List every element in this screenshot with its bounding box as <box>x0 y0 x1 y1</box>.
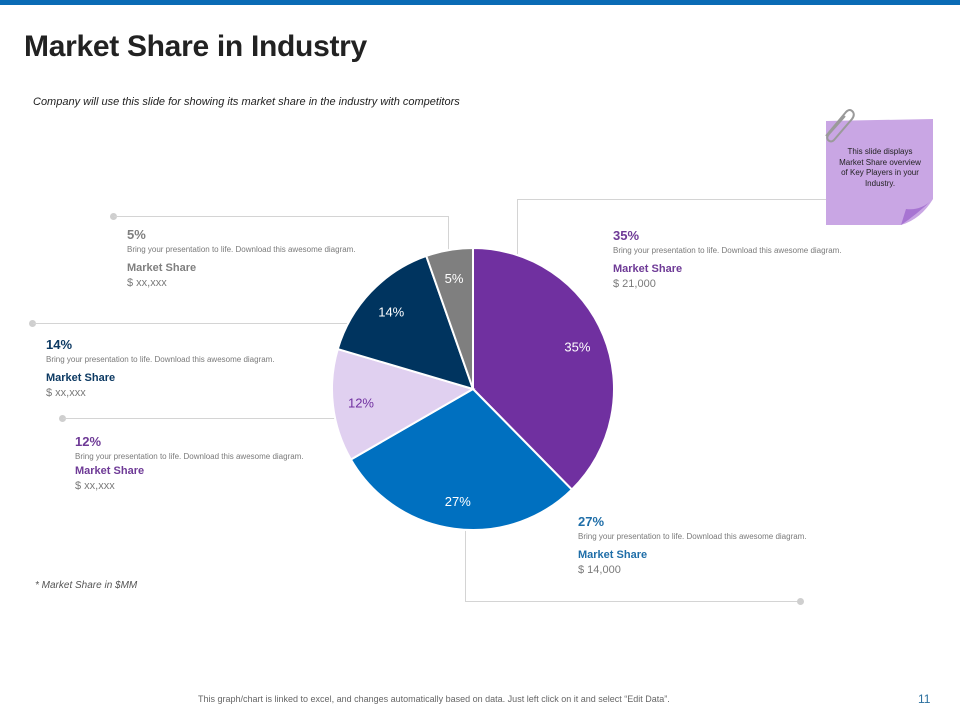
pie-slice-27pct[interactable] <box>349 387 574 531</box>
sticky-note-text: This slide displays Market Share overvie… <box>839 147 921 188</box>
callout-label: Market Share <box>127 262 197 274</box>
connector-dot-14 <box>29 320 36 327</box>
connector-line-35-v <box>517 199 518 255</box>
connector-dot-27 <box>797 598 804 605</box>
connector-dot-12 <box>59 415 66 422</box>
connector-line-12 <box>63 418 335 419</box>
connector-line-5-v <box>448 216 449 250</box>
connector-dot-5 <box>110 213 117 220</box>
callout-value: $ 14,000 <box>578 564 621 576</box>
footer-text: This graph/chart is linked to excel, and… <box>198 694 670 704</box>
connector-line-14 <box>33 323 353 324</box>
callout-pct: 35% <box>613 228 640 243</box>
pie-label: 5% <box>445 271 464 286</box>
sticky-note <box>826 119 933 225</box>
callout-desc: Bring your presentation to life. Downloa… <box>127 245 356 254</box>
callout-value: $ xx,xxx <box>46 387 86 399</box>
pie-slice-14pct[interactable] <box>336 254 475 391</box>
pie-label: 14% <box>378 304 404 319</box>
callout-desc: Bring your presentation to life. Downloa… <box>75 452 304 461</box>
connector-line-5-h <box>114 216 449 217</box>
pie-slice-5pct[interactable] <box>424 246 474 390</box>
pie-label: 27% <box>445 494 471 509</box>
callout-12: 12% Bring your presentation to life. Dow… <box>75 434 304 492</box>
callout-value: $ xx,xxx <box>127 277 167 289</box>
pie-slice-12pct[interactable] <box>331 347 476 461</box>
connector-line-35-h <box>517 199 827 200</box>
callout-pct: 27% <box>578 514 605 529</box>
pie-label: 35% <box>564 339 590 354</box>
callout-5: 5% Bring your presentation to life. Down… <box>127 227 356 289</box>
callout-value: $ xx,xxx <box>75 480 115 492</box>
pie-label: 12% <box>348 395 374 410</box>
top-accent-bar <box>0 0 960 5</box>
connector-line-27-h <box>465 601 801 602</box>
footnote: * Market Share in $MM <box>35 580 138 591</box>
subtitle: Company will use this slide for showing … <box>33 96 460 108</box>
callout-value: $ 21,000 <box>613 278 656 290</box>
callout-14: 14% Bring your presentation to life. Dow… <box>46 337 275 399</box>
callout-label: Market Share <box>613 263 683 275</box>
callout-label: Market Share <box>578 549 648 561</box>
callout-pct: 14% <box>46 337 73 352</box>
paperclip-icon <box>825 109 855 143</box>
pie-slice-35pct[interactable] <box>472 246 615 491</box>
callout-label: Market Share <box>75 465 145 477</box>
callout-27: 27% Bring your presentation to life. Dow… <box>578 514 807 576</box>
callout-desc: Bring your presentation to life. Downloa… <box>578 532 807 541</box>
page-number: 11 <box>918 692 931 706</box>
callout-pct: 12% <box>75 434 102 449</box>
callout-desc: Bring your presentation to life. Downloa… <box>46 355 275 364</box>
connector-line-27-v <box>465 528 466 601</box>
callout-pct: 5% <box>127 227 146 242</box>
page-title: Market Share in Industry <box>24 30 367 63</box>
callout-desc: Bring your presentation to life. Downloa… <box>613 246 842 255</box>
callout-35: 35% Bring your presentation to life. Dow… <box>613 228 842 290</box>
callout-label: Market Share <box>46 372 116 384</box>
